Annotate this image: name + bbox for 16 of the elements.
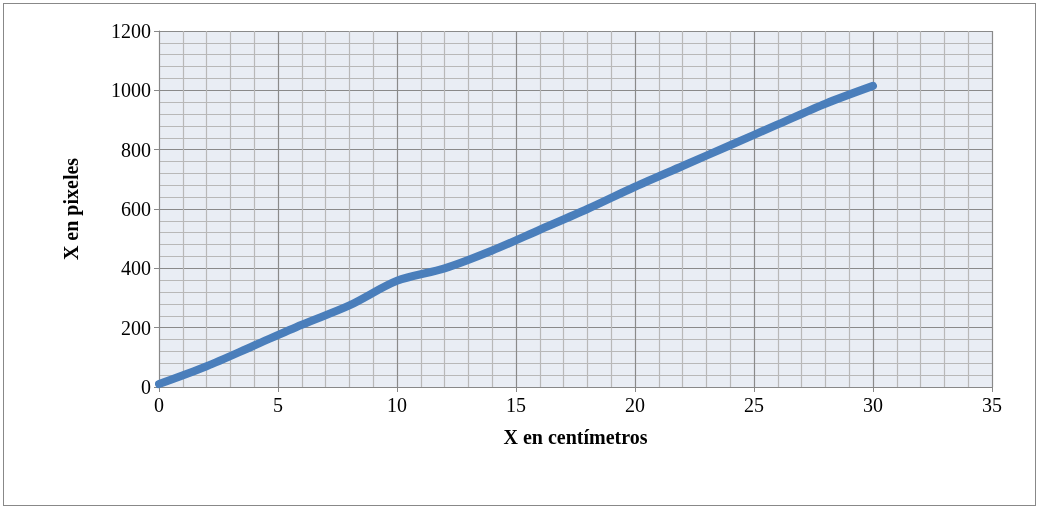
y-tick-label: 1000 <box>111 79 151 102</box>
x-tick-label: 20 <box>625 394 645 416</box>
y-axis-title: X en pixeles <box>60 157 83 261</box>
y-tick-label: 200 <box>121 316 151 339</box>
y-tick-label: 0 <box>141 376 151 398</box>
x-tick-label: 35 <box>982 394 1002 416</box>
y-tick-label: 600 <box>121 198 151 220</box>
x-tick-label: 25 <box>744 394 764 416</box>
x-tick-label: 15 <box>506 394 526 416</box>
y-tick-label: 1200 <box>111 20 151 42</box>
x-tick-label: 10 <box>387 394 407 416</box>
x-tick-label: 30 <box>863 394 883 416</box>
x-tick-label: 5 <box>273 394 283 416</box>
y-tick-label: 800 <box>121 138 151 161</box>
y-tick-label: 400 <box>121 257 151 280</box>
x-axis-title: X en centímetros <box>503 426 648 448</box>
